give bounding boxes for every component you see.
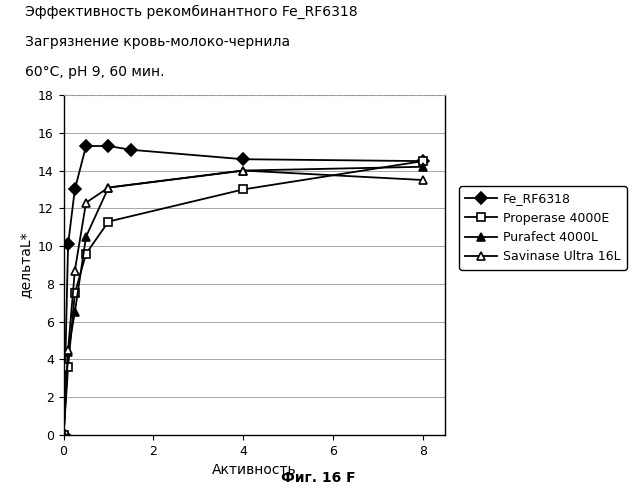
X-axis label: Активность: Активность <box>212 464 297 477</box>
Properase 4000E <box>419 158 427 164</box>
Legend: Fe_RF6318, Properase 4000E, Purafect 4000L, Savinase Ultra 16L: Fe_RF6318, Properase 4000E, Purafect 400… <box>459 186 626 270</box>
Y-axis label: дельтаL*: дельтаL* <box>18 232 32 298</box>
Savinase Ultra 16L <box>239 168 247 173</box>
Text: 60°C, pH 9, 60 мин.: 60°C, pH 9, 60 мин. <box>25 65 165 79</box>
Purafect 4000L <box>239 168 247 173</box>
Properase 4000E <box>71 290 79 296</box>
Text: Фиг. 16 F: Фиг. 16 F <box>280 471 356 485</box>
Savinase Ultra 16L <box>105 184 113 190</box>
Purafect 4000L <box>60 432 67 438</box>
Properase 4000E <box>60 432 67 438</box>
Line: Purafect 4000L: Purafect 4000L <box>59 162 427 439</box>
Purafect 4000L <box>71 309 79 315</box>
Fe_RF6318 <box>64 241 72 247</box>
Properase 4000E <box>64 364 72 370</box>
Properase 4000E <box>105 218 113 224</box>
Fe_RF6318 <box>127 147 135 153</box>
Purafect 4000L <box>419 164 427 170</box>
Fe_RF6318 <box>105 143 113 149</box>
Purafect 4000L <box>82 234 90 239</box>
Text: Загрязнение кровь-молоко-чернила: Загрязнение кровь-молоко-чернила <box>25 35 291 49</box>
Savinase Ultra 16L <box>71 268 79 274</box>
Purafect 4000L <box>105 184 113 190</box>
Text: Эффективность рекомбинантного Fe_RF6318: Эффективность рекомбинантного Fe_RF6318 <box>25 5 358 19</box>
Fe_RF6318 <box>71 186 79 192</box>
Purafect 4000L <box>64 349 72 355</box>
Fe_RF6318 <box>419 158 427 164</box>
Properase 4000E <box>82 250 90 256</box>
Line: Savinase Ultra 16L: Savinase Ultra 16L <box>59 166 427 439</box>
Fe_RF6318 <box>239 156 247 162</box>
Properase 4000E <box>239 186 247 192</box>
Savinase Ultra 16L <box>64 347 72 353</box>
Fe_RF6318 <box>60 432 67 438</box>
Line: Properase 4000E: Properase 4000E <box>59 157 427 439</box>
Savinase Ultra 16L <box>82 200 90 205</box>
Line: Fe_RF6318: Fe_RF6318 <box>59 142 427 439</box>
Savinase Ultra 16L <box>60 432 67 438</box>
Fe_RF6318 <box>82 143 90 149</box>
Savinase Ultra 16L <box>419 177 427 183</box>
